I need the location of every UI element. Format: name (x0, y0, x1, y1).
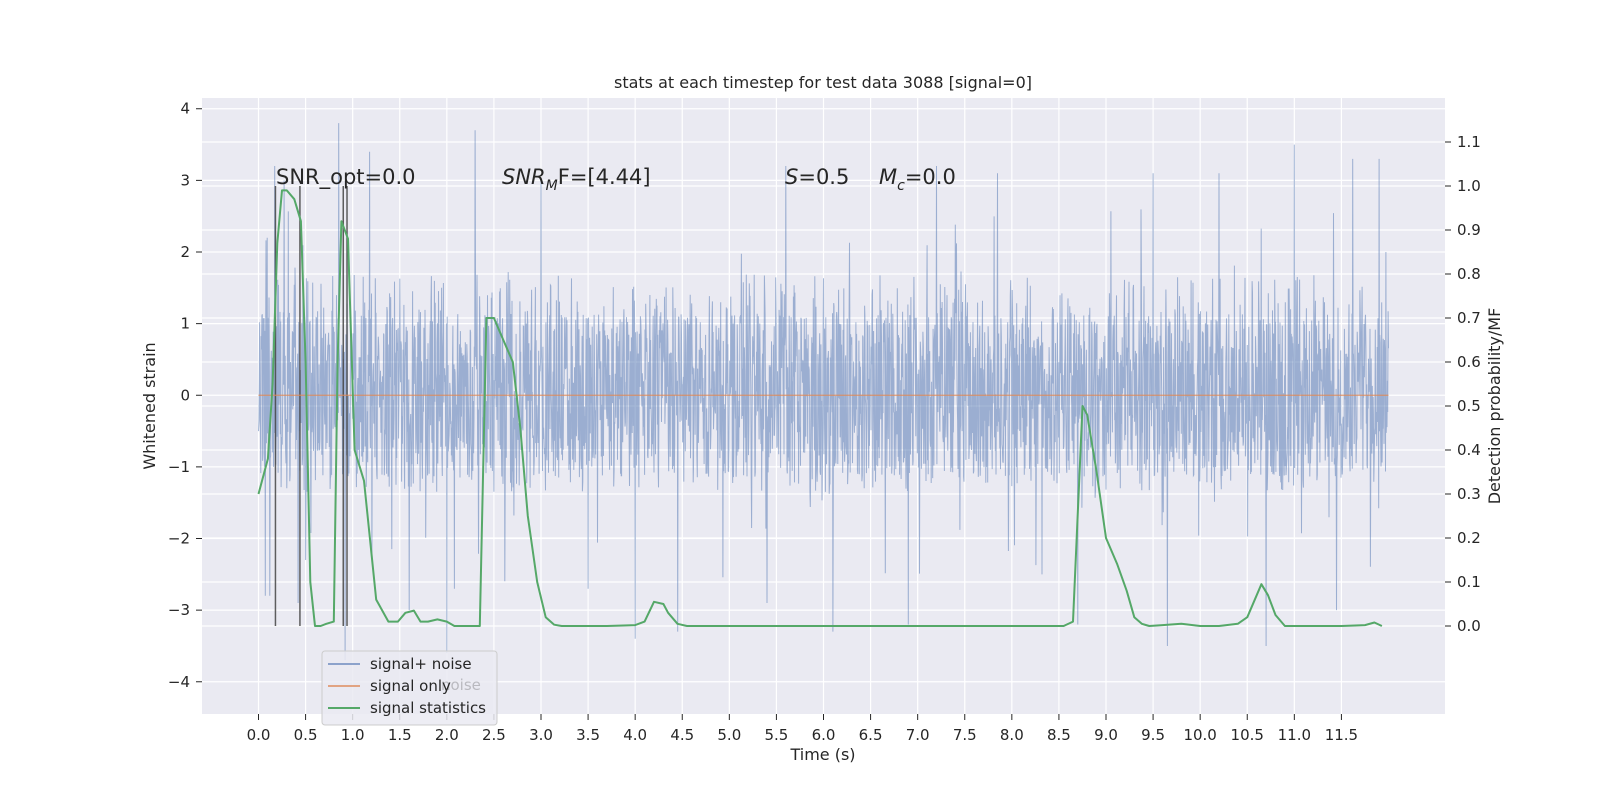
y-tick-label: 2 (180, 243, 190, 261)
y2-tick-label: 0.8 (1457, 265, 1481, 283)
x-tick-label: 7.0 (906, 726, 930, 744)
y-tick-label: −1 (168, 458, 190, 476)
annotation-snr-mf-symbol: SNR (502, 165, 546, 189)
x-tick-label: 10.5 (1231, 726, 1264, 744)
annotation-s: S=0.5 (785, 165, 849, 189)
x-tick-label: 10.0 (1183, 726, 1216, 744)
y2-tick-label: 0.6 (1457, 353, 1481, 371)
y-axis-label: Whitened strain (140, 342, 159, 469)
y2-tick-label: 0.4 (1457, 441, 1481, 459)
annotation-snr-mf: SNRMF=[4.44] (502, 165, 651, 194)
annotation-snr-mf-subscript: M (546, 178, 558, 194)
x-tick-label: 7.5 (953, 726, 977, 744)
x-tick-label: 9.0 (1094, 726, 1118, 744)
annotation-snr-mf-value: F=[4.44] (558, 165, 651, 189)
annotation-mc-value: =0.0 (905, 165, 956, 189)
x-tick-label: 4.5 (670, 726, 694, 744)
y2-tick-label: 0.0 (1457, 617, 1481, 635)
x-tick-label: 11.5 (1325, 726, 1358, 744)
x-tick-label: 8.0 (1000, 726, 1024, 744)
x-tick-label: 9.5 (1141, 726, 1165, 744)
y2-tick-label: 0.7 (1457, 309, 1481, 327)
legend: noise signal+ noise signal only signal s… (321, 650, 498, 726)
vertical-marker-layer (274, 186, 348, 626)
y-tick-label: −4 (168, 673, 190, 691)
legend-box (321, 650, 498, 726)
y2-tick-label: 0.5 (1457, 397, 1481, 415)
y-tick-label: −2 (168, 530, 190, 548)
x-tick-label: 0.5 (294, 726, 318, 744)
line-series-layer (257, 189, 1389, 627)
x-tick-label: 3.5 (576, 726, 600, 744)
x-tick-label: 1.0 (341, 726, 365, 744)
y-tick-label: 4 (180, 100, 190, 118)
y2-tick-label: 0.1 (1457, 573, 1481, 591)
x-tick-label: 0.0 (247, 726, 271, 744)
y2-tick-label: 1.0 (1457, 177, 1481, 195)
y2-tick-label: 0.2 (1457, 529, 1481, 547)
y2-tick-label: 0.9 (1457, 221, 1481, 239)
x-tick-label: 5.5 (764, 726, 788, 744)
y-tick-label: −3 (168, 601, 190, 619)
y-tick-label: 3 (180, 171, 190, 189)
annotation-s-symbol: S (785, 165, 798, 189)
chart-title: stats at each timestep for test data 308… (614, 73, 1032, 92)
y-tick-label: 0 (180, 386, 190, 404)
y-tick-label: 1 (180, 315, 190, 333)
annotation-mc: Mc=0.0 (879, 165, 956, 194)
x-tick-label: 8.5 (1047, 726, 1071, 744)
x-tick-label: 5.0 (717, 726, 741, 744)
annotation-mc-symbol: M (879, 165, 897, 189)
x-tick-label: 2.5 (482, 726, 506, 744)
y2-axis-label: Detection probability/MF (1485, 308, 1504, 505)
legend-label-noise: signal+ noise (370, 655, 472, 673)
x-tick-label: 3.0 (529, 726, 553, 744)
x-tick-label: 4.0 (623, 726, 647, 744)
axis-layer: 0.0 0.5 1.0 1.5 2.0 2.5 3.0 3.5 4.0 4.5 5.0 5.5 6.0 6… (168, 100, 1481, 744)
series-signal-statistics (257, 189, 1383, 627)
x-tick-label: 6.5 (859, 726, 883, 744)
legend-label-signal: signal only (370, 677, 451, 695)
x-tick-label: 1.5 (388, 726, 412, 744)
x-tick-label: 11.0 (1278, 726, 1311, 744)
x-tick-label: 2.0 (435, 726, 459, 744)
annotation-s-value: =0.5 (798, 165, 849, 189)
annotation-mc-subscript: c (897, 178, 905, 194)
x-axis-label: Time (s) (789, 745, 855, 764)
annotation-layer: SNR_opt=0.0 SNRMF=[4.44] S=0.5 Mc=0.0 (276, 165, 956, 194)
y2-tick-label: 1.1 (1457, 133, 1481, 151)
x-tick-label: 6.0 (812, 726, 836, 744)
legend-label-statistics: signal statistics (370, 699, 486, 717)
annotation-snr-opt: SNR_opt=0.0 (276, 165, 416, 190)
y2-tick-label: 0.3 (1457, 485, 1481, 503)
legend-ghost-text: noise (441, 676, 481, 694)
